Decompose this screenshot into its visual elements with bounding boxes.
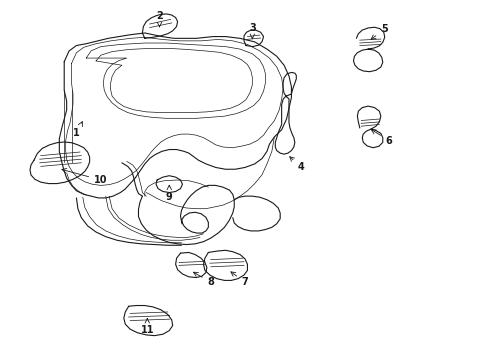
Text: 9: 9 xyxy=(166,185,172,202)
Text: 5: 5 xyxy=(371,24,388,39)
Text: 8: 8 xyxy=(194,272,214,287)
Text: 3: 3 xyxy=(249,23,256,39)
Text: 6: 6 xyxy=(371,130,392,145)
Text: 11: 11 xyxy=(141,319,154,335)
Text: 7: 7 xyxy=(231,272,248,287)
Text: 4: 4 xyxy=(290,157,305,172)
Text: 2: 2 xyxy=(156,11,163,27)
Text: 10: 10 xyxy=(62,168,108,185)
Text: 1: 1 xyxy=(73,122,82,138)
